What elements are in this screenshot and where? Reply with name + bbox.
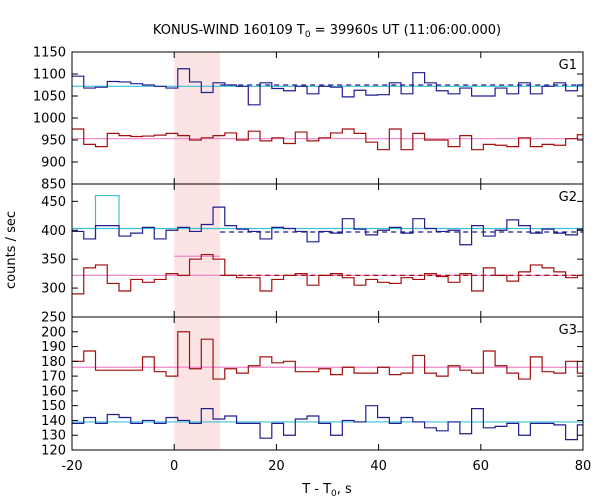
series-low-step — [72, 253, 583, 295]
y-tick-label: 300 — [41, 282, 66, 297]
panel-frame — [71, 316, 584, 451]
xlabel-subscript: 0 — [331, 489, 337, 499]
panel-data — [72, 194, 583, 295]
x-tick-label: -20 — [61, 459, 82, 474]
series-low-step — [72, 331, 583, 380]
panel-frame — [71, 183, 584, 318]
y-tick-label: 1100 — [33, 68, 66, 83]
x-tick-label: 40 — [370, 459, 387, 474]
y-tick-label: 180 — [41, 355, 66, 370]
series-high-step — [72, 405, 583, 441]
y-tick-label: 950 — [41, 134, 66, 149]
y-tick-label: 400 — [41, 224, 66, 239]
panel-frame — [71, 51, 584, 185]
spike-step — [94, 194, 120, 239]
panel-data — [72, 68, 583, 151]
y-tick-label: 450 — [41, 195, 66, 210]
title-rest: = 39960s UT (11:06:00.000) — [311, 23, 501, 38]
y-tick-label: 170 — [41, 370, 66, 385]
y-tick-label: 350 — [41, 253, 66, 268]
y-tick-label: 1150 — [33, 46, 66, 61]
panel-data — [72, 331, 583, 441]
y-tick-label: 900 — [41, 156, 66, 171]
series-high-step — [72, 68, 583, 106]
title-subscript: 0 — [305, 30, 311, 40]
y-tick-label: 130 — [41, 429, 66, 444]
x-tick-label: 80 — [575, 459, 592, 474]
y-axis-title: counts / sec — [4, 211, 19, 289]
y-tick-label: 160 — [41, 384, 66, 399]
y-tick-label: 1050 — [33, 90, 66, 105]
y-tick-label: 850 — [41, 178, 66, 193]
chart-title: KONUS-WIND 160109 T0 = 39960s UT (11:06:… — [153, 23, 501, 40]
panel-label: G3 — [559, 323, 577, 338]
xlabel-main: T - T — [301, 482, 331, 497]
x-tick-label: 20 — [268, 459, 285, 474]
y-tick-label: 190 — [41, 340, 66, 355]
title-main: KONUS-WIND 160109 T — [153, 23, 305, 38]
highlight-band — [174, 317, 221, 450]
panel-label: G2 — [559, 190, 577, 205]
y-tick-label: 120 — [41, 444, 66, 459]
y-tick-label: 1000 — [33, 112, 66, 127]
highlight-band — [174, 52, 221, 184]
y-tick-label: 150 — [41, 399, 66, 414]
y-tick-label: 140 — [41, 414, 66, 429]
xlabel-rest: , s — [337, 482, 352, 497]
svg-text:T - T0, s: T - T0, s — [301, 482, 352, 499]
highlight-band — [174, 184, 221, 317]
y-tick-label: 250 — [41, 311, 66, 326]
panel-label: G1 — [559, 58, 577, 73]
y-tick-label: 200 — [41, 325, 66, 340]
series-high-step — [72, 206, 583, 246]
panel-g2: 250 300 350 400 450 G2 — [41, 183, 584, 326]
x-tick-label: 60 — [473, 459, 490, 474]
svg-text:KONUS-WIND 160109 T0 = 39960s: KONUS-WIND 160109 T0 = 39960s UT (11:06:… — [153, 23, 501, 40]
plot-area: 8509009501000105011001150G12503003504004… — [33, 46, 591, 475]
series-low-step — [72, 128, 583, 151]
x-tick-label: 0 — [170, 459, 178, 474]
x-axis-title: T - T0, s — [301, 482, 352, 499]
panel-g1: 850 900 950 1000 1050 1100 1150 G1 — [33, 46, 584, 193]
